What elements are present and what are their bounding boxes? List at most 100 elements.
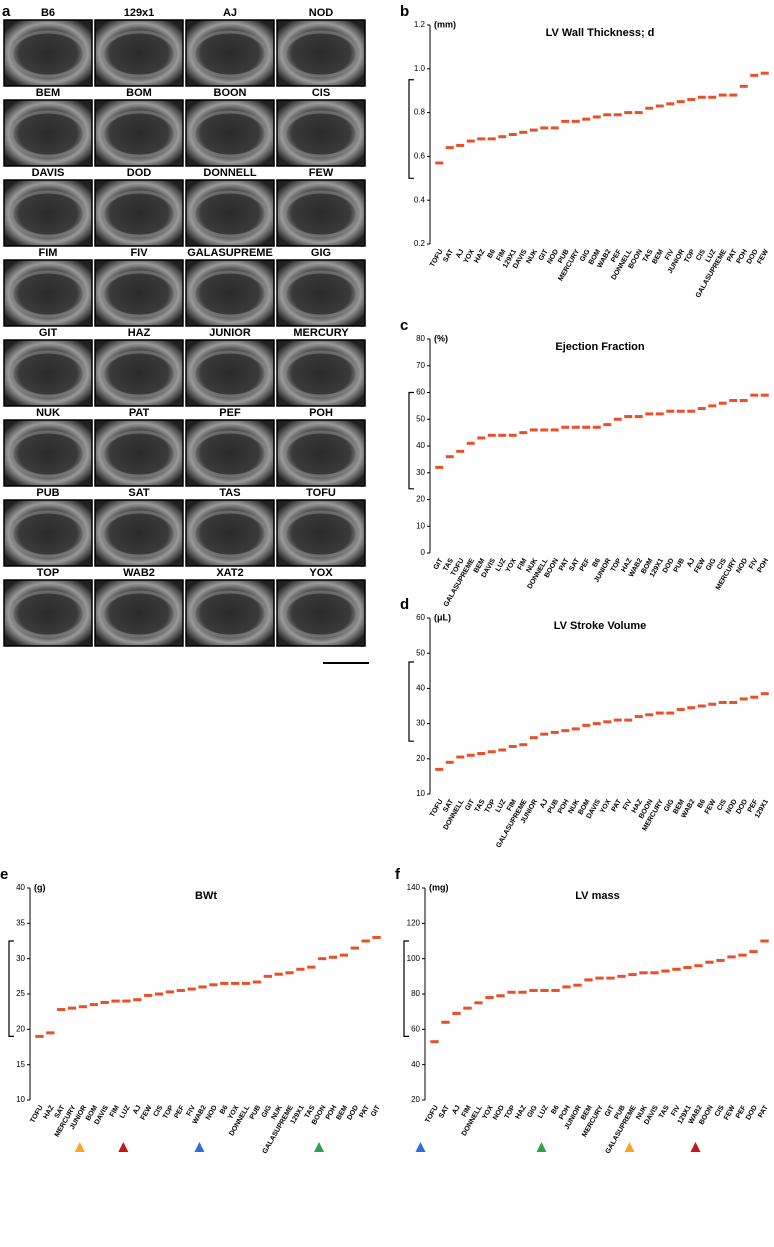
tile-label: SAT [128,487,149,499]
bracket [408,391,414,490]
tile-label: PEF [219,407,241,419]
tile-label: FEW [309,167,334,179]
tile-label: BOM [126,87,152,99]
tile-label: TAS [219,487,240,499]
ventricle-wall [101,590,177,638]
panel-label: d [400,596,409,613]
ventricle-wall [192,430,268,478]
x-tick-label: PEF [173,1104,186,1120]
x-tick-label: AJ [686,557,697,568]
y-tick-label: 10 [416,789,425,798]
x-tick-label: AJ [455,248,466,259]
x-tick-label: YOX [505,557,519,574]
ventricle-wall [101,430,177,478]
x-tick-label: FIV [670,1104,682,1117]
tile-label: FIV [130,247,148,259]
tile-label: BEM [36,87,60,99]
x-tick-label: LUZ [537,1104,550,1120]
x-tick-label: FIV [622,798,634,811]
ventricle-wall [10,430,86,478]
x-tick-label: B6 [592,557,603,568]
tile-label: BOON [214,87,247,99]
x-tick-label: GIG [705,557,718,572]
tile-label: NOD [309,7,334,19]
x-tick-label: GIT [370,1104,382,1118]
chart-title: LV mass [575,890,619,902]
ventricle-wall [283,190,359,238]
bracket [408,661,414,742]
ventricle-wall [10,30,86,78]
tile-label: 129x1 [124,7,155,19]
y-tick-label: 10 [416,521,425,530]
y-tick-label: 40 [416,441,425,450]
x-tick-label: FEW [140,1104,154,1121]
tile-label: AJ [223,7,237,19]
x-tick-label: FIV [664,248,676,261]
x-tick-label: TOP [683,248,696,264]
y-tick-label: 20 [416,754,425,763]
x-tick-label: FIV [748,557,760,570]
tile-label: DONNELL [203,167,256,179]
x-tick-label: PAT [611,798,624,813]
x-tick-label: FEW [704,798,718,815]
x-tick-label: FEW [756,248,770,265]
ventricle-wall [192,190,268,238]
x-tick-label: PAT [358,1104,371,1119]
y-tick-label: 35 [16,918,25,927]
tile-label: DAVIS [32,167,65,179]
panel-label: a [2,3,11,20]
x-tick-label: FEW [693,557,707,574]
ventricle-wall [101,270,177,318]
x-tick-label: HAZ [42,1104,56,1121]
x-tick-label: AJ [132,1104,143,1115]
x-tick-label: TOFU [424,1104,440,1124]
y-tick-label: 0.6 [414,152,426,161]
y-tick-label: 1.0 [414,64,426,73]
ventricle-wall [192,110,268,158]
y-tick-label: 40 [16,883,25,892]
ventricle-wall [283,30,359,78]
y-tick-label: 30 [416,468,425,477]
x-tick-label: B6 [697,798,708,809]
y-tick-label: 50 [416,648,425,657]
unit-label: (μL) [434,612,451,622]
ventricle-wall [192,270,268,318]
highlight-arrow [536,1142,547,1152]
highlight-arrow [74,1142,85,1152]
bracket [403,940,409,1037]
y-tick-label: 20 [16,1024,25,1033]
bracket [408,79,414,179]
ventricle-wall [283,110,359,158]
y-tick-label: 10 [16,1095,25,1104]
ventricle-wall [10,350,86,398]
y-tick-label: 60 [416,613,425,622]
y-tick-label: 40 [416,684,425,693]
y-tick-label: 120 [407,918,421,927]
y-tick-label: 60 [411,1024,420,1033]
x-tick-label: NOD [492,1104,506,1121]
chart-title: LV Wall Thickness; d [546,27,655,39]
ultrasound-image [3,499,93,567]
x-tick-label: AJ [539,798,550,809]
ventricle-wall [10,190,86,238]
tile-label: GIG [311,247,331,259]
panel-label: b [400,3,409,20]
y-tick-label: 25 [16,989,25,998]
y-tick-label: 50 [416,414,425,423]
y-tick-label: 80 [416,334,425,343]
x-tick-label: NOD [735,557,749,574]
tile-label: DOD [127,167,152,179]
ventricle-wall [192,30,268,78]
x-tick-label: DOD [346,1104,360,1121]
x-tick-label: TOP [484,798,497,814]
bracket [8,940,14,1037]
x-tick-label: TOP [162,1104,175,1120]
y-tick-label: 0.2 [414,239,426,248]
y-tick-label: 30 [16,954,25,963]
tile-label: MERCURY [293,327,349,339]
x-tick-label: PEF [579,557,592,573]
y-tick-label: 1.2 [414,20,426,29]
highlight-arrow [624,1142,635,1152]
x-tick-label: SAT [438,1104,451,1120]
